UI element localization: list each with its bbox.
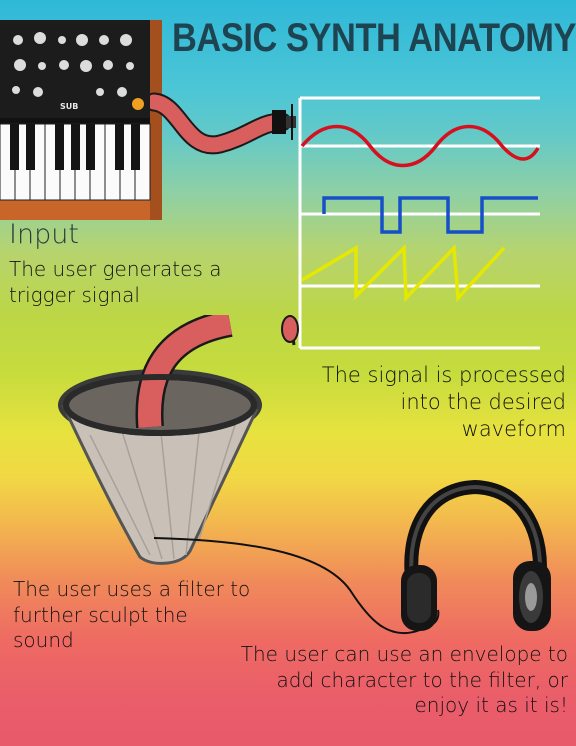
filter-description: The user uses a filter to further sculpt… (13, 577, 251, 653)
waveform-frame (298, 96, 540, 350)
square-wave (322, 196, 538, 234)
sine-wave (300, 124, 540, 168)
page-title: BASIC SYNTH ANATOMY (172, 16, 576, 60)
synth-brand-label: SUB (60, 102, 78, 111)
waveform-description: The signal is processed into the desired… (321, 363, 566, 441)
envelope-description: The user can use an envelope to add char… (240, 642, 568, 718)
synthesizer-keyboard-icon: SUB (0, 20, 162, 220)
headphones-icon (401, 479, 551, 631)
input-heading: Input (9, 219, 79, 250)
coffee-filter-icon (58, 315, 299, 565)
saw-wave (301, 243, 506, 303)
patch-cable-icon (150, 92, 296, 155)
input-description: The user generates a trigger signal (9, 257, 222, 307)
